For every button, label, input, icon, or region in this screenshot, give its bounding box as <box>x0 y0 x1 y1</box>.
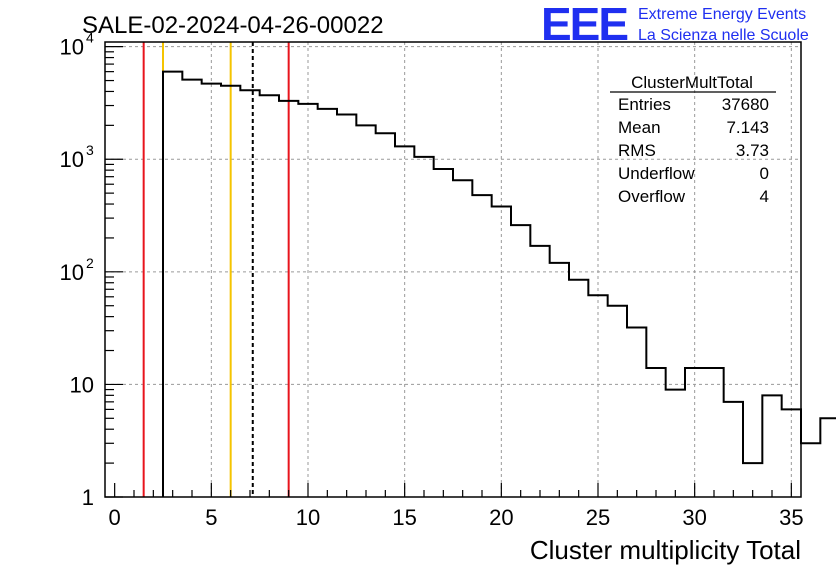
grid <box>105 42 801 497</box>
stats-value-entries: 37680 <box>722 95 769 114</box>
x-tick-label-25: 25 <box>586 505 610 530</box>
y-tick-exponent-100: 2 <box>86 255 94 271</box>
reference-lines <box>142 42 290 497</box>
stats-value-rms: 3.73 <box>736 141 769 160</box>
stats-value-underflow: 0 <box>760 164 769 183</box>
x-tick-label-15: 15 <box>392 505 416 530</box>
x-tick-label-5: 5 <box>205 505 217 530</box>
stats-value-overflow: 4 <box>760 187 769 206</box>
logo-line-1: Extreme Energy Events <box>638 6 806 23</box>
y-tick-label-10000: 10 <box>60 35 84 60</box>
stats-box: ClusterMultTotal Entries 37680 Mean 7.14… <box>610 73 776 206</box>
stats-label-mean: Mean <box>618 118 661 137</box>
eee-logo: EEE <box>541 0 627 50</box>
x-axis-title: Cluster multiplicity Total <box>530 535 801 565</box>
run-title: SALE-02-2024-04-26-00022 <box>82 12 384 39</box>
axis-ticks <box>105 46 792 498</box>
stats-label-rms: RMS <box>618 141 656 160</box>
y-tick-label-1: 1 <box>82 485 94 510</box>
x-tick-label-10: 10 <box>296 505 320 530</box>
stats-value-mean: 7.143 <box>726 118 769 137</box>
x-tick-label-0: 0 <box>109 505 121 530</box>
y-tick-label-100: 10 <box>60 260 84 285</box>
y-tick-label-1000: 10 <box>60 147 84 172</box>
x-tick-label-20: 20 <box>489 505 513 530</box>
plot-frame <box>104 41 802 498</box>
y-tick-label-10: 10 <box>70 372 94 397</box>
stats-title: ClusterMultTotal <box>631 73 753 92</box>
x-tick-label-30: 30 <box>682 505 706 530</box>
x-tick-label-35: 35 <box>779 505 803 530</box>
stats-label-entries: Entries <box>618 95 671 114</box>
y-tick-exponent-10000: 4 <box>86 30 94 46</box>
logo-line-2: La Scienza nelle Scuole <box>638 27 809 44</box>
histogram-series <box>162 70 836 497</box>
stats-label-overflow: Overflow <box>618 187 686 206</box>
stats-label-underflow: Underflow <box>618 164 695 183</box>
y-tick-exponent-1000: 3 <box>86 142 94 158</box>
